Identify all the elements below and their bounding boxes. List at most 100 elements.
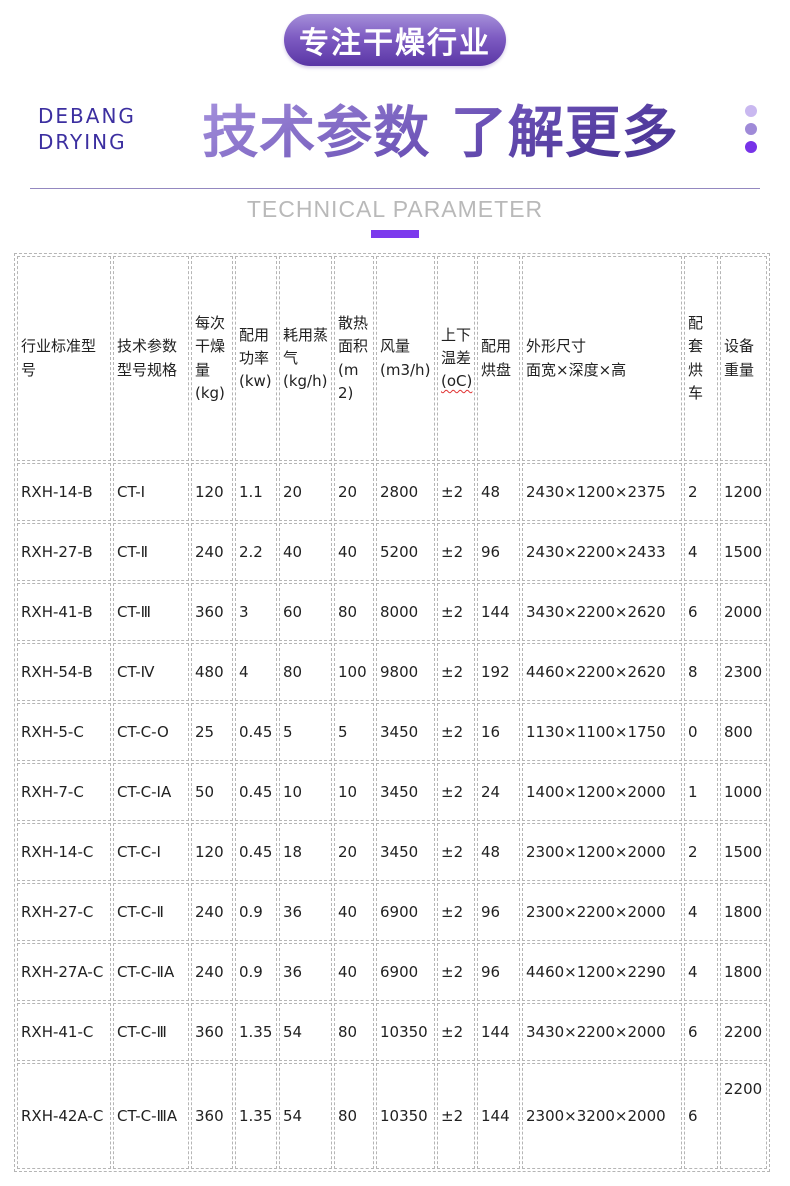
table-cell: CT-C-ⅡA bbox=[113, 943, 189, 1001]
table-cell: 10350 bbox=[376, 1003, 435, 1061]
table-cell: 6900 bbox=[376, 883, 435, 941]
table-cell: 3430×2200×2620 bbox=[522, 583, 682, 641]
table-cell: 2000 bbox=[720, 583, 767, 641]
table-cell: 20 bbox=[279, 463, 332, 521]
table-cell: 0.45 bbox=[235, 823, 277, 881]
table-cell: 40 bbox=[334, 943, 374, 1001]
column-header-unit: (m3/h) bbox=[380, 360, 431, 379]
column-header: 每次干燥量 (kg) bbox=[191, 256, 233, 461]
table-cell: 3 bbox=[235, 583, 277, 641]
table-cell: 2.2 bbox=[235, 523, 277, 581]
table-cell: 2 bbox=[684, 823, 718, 881]
table-cell: RXH-7-C bbox=[17, 763, 111, 821]
table-cell: 0.45 bbox=[235, 763, 277, 821]
table-cell: 5 bbox=[279, 703, 332, 761]
table-cell: 0.9 bbox=[235, 943, 277, 1001]
table-cell: ±2 bbox=[437, 943, 475, 1001]
table-cell: 2300×3200×2000 bbox=[522, 1063, 682, 1169]
table-cell: 4 bbox=[684, 943, 718, 1001]
dot-icon bbox=[745, 122, 757, 135]
column-header-label: 设备重量 bbox=[724, 337, 755, 379]
table-cell: 360 bbox=[191, 1003, 233, 1061]
table-cell: 0.9 bbox=[235, 883, 277, 941]
table-cell: 0 bbox=[684, 703, 718, 761]
table-row: RXH-14-C CT-C-Ⅰ 120 0.45 18 20 3450 ±2 48 2300×12… bbox=[17, 823, 767, 881]
table-cell: 800 bbox=[720, 703, 767, 761]
table-cell: 10 bbox=[279, 763, 332, 821]
table-cell: 96 bbox=[477, 523, 520, 581]
table-cell: 4460×2200×2620 bbox=[522, 643, 682, 701]
table-cell: 2300×1200×2000 bbox=[522, 823, 682, 881]
table-cell: CT-Ⅲ bbox=[113, 583, 189, 641]
table-cell: ±2 bbox=[437, 583, 475, 641]
table-cell: 144 bbox=[477, 1003, 520, 1061]
dots-decoration bbox=[745, 104, 757, 153]
table-cell: 2430×1200×2375 bbox=[522, 463, 682, 521]
table-cell: 1500 bbox=[720, 823, 767, 881]
table-cell: 1400×1200×2000 bbox=[522, 763, 682, 821]
table-cell: 80 bbox=[279, 643, 332, 701]
column-header: 配用功率 (kw) bbox=[235, 256, 277, 461]
table-cell: 24 bbox=[477, 763, 520, 821]
table-cell: ±2 bbox=[437, 1003, 475, 1061]
table-cell: 36 bbox=[279, 883, 332, 941]
table-cell: 144 bbox=[477, 1063, 520, 1169]
table-cell: ±2 bbox=[437, 523, 475, 581]
table-cell: 240 bbox=[191, 523, 233, 581]
focus-badge-label: 专注干燥行业 bbox=[299, 26, 491, 61]
table-cell: RXH-14-B bbox=[17, 463, 111, 521]
table-cell: 6 bbox=[684, 1003, 718, 1061]
table-cell: 80 bbox=[334, 1003, 374, 1061]
column-header-label: 配用功率 bbox=[239, 325, 270, 367]
table-cell: RXH-54-B bbox=[17, 643, 111, 701]
table-cell: 3450 bbox=[376, 823, 435, 881]
table-cell: 54 bbox=[279, 1063, 332, 1169]
table-cell: 3450 bbox=[376, 703, 435, 761]
table-cell: ±2 bbox=[437, 703, 475, 761]
page: 专注干燥行业 DEBANG DRYING 技术参数 了解更多 TECHNICAL… bbox=[0, 14, 790, 1186]
table-cell: CT-C-Ⅱ bbox=[113, 883, 189, 941]
column-header: 技术参数型号规格 bbox=[113, 256, 189, 461]
table-cell: 80 bbox=[334, 583, 374, 641]
table-cell: RXH-41-B bbox=[17, 583, 111, 641]
table-row: RXH-14-B CT-Ⅰ 120 1.1 20 20 2800 ±2 48 2430×1200×… bbox=[17, 463, 767, 521]
table-cell: 144 bbox=[477, 583, 520, 641]
column-header-unit: (kg/h) bbox=[283, 372, 328, 391]
table-cell: 1 bbox=[684, 763, 718, 821]
table-cell: 40 bbox=[334, 523, 374, 581]
table-cell: 10350 bbox=[376, 1063, 435, 1169]
table-cell: 6 bbox=[684, 1063, 718, 1169]
column-header-label: 风量 bbox=[380, 337, 411, 356]
brand-logo: DEBANG DRYING bbox=[38, 103, 136, 155]
table-cell: 120 bbox=[191, 823, 233, 881]
column-header-label: 行业标准型号 bbox=[21, 337, 97, 379]
table-cell: 192 bbox=[477, 643, 520, 701]
table-cell: 36 bbox=[279, 943, 332, 1001]
table-cell: 2300 bbox=[720, 643, 767, 701]
column-header: 行业标准型号 bbox=[17, 256, 111, 461]
table-cell: 8000 bbox=[376, 583, 435, 641]
table-cell: 2200 bbox=[720, 1003, 767, 1061]
table-cell: RXH-41-C bbox=[17, 1003, 111, 1061]
table-cell: 4 bbox=[684, 883, 718, 941]
table-cell: 240 bbox=[191, 883, 233, 941]
table-cell: 60 bbox=[279, 583, 332, 641]
table-cell: 9800 bbox=[376, 643, 435, 701]
column-header-label: 散热面积 bbox=[338, 314, 369, 356]
table-cell: 2 bbox=[684, 463, 718, 521]
table-cell: CT-Ⅰ bbox=[113, 463, 189, 521]
table-cell: 5 bbox=[334, 703, 374, 761]
table-cell: ±2 bbox=[437, 763, 475, 821]
table-cell: 8 bbox=[684, 643, 718, 701]
table-cell: 16 bbox=[477, 703, 520, 761]
header-row: 行业标准型号 技术参数型号规格 每次干燥量 (kg) 配用功率 (kw) 耗用蒸气 (kg/h… bbox=[17, 256, 767, 461]
column-header: 配用烘盘 bbox=[477, 256, 520, 461]
table-cell: 4 bbox=[684, 523, 718, 581]
table-cell: CT-Ⅳ bbox=[113, 643, 189, 701]
table-cell: 54 bbox=[279, 1003, 332, 1061]
table-row: RXH-41-B CT-Ⅲ 360 3 60 80 8000 ±2 144 3430×2200×2… bbox=[17, 583, 767, 641]
table-row: RXH-5-C CT-C-O 25 0.45 5 5 3450 ±2 16 1130×1100×1… bbox=[17, 703, 767, 761]
column-header: 设备重量 bbox=[720, 256, 767, 461]
column-header-label: 耗用蒸气 bbox=[283, 325, 329, 367]
table-cell: ±2 bbox=[437, 823, 475, 881]
